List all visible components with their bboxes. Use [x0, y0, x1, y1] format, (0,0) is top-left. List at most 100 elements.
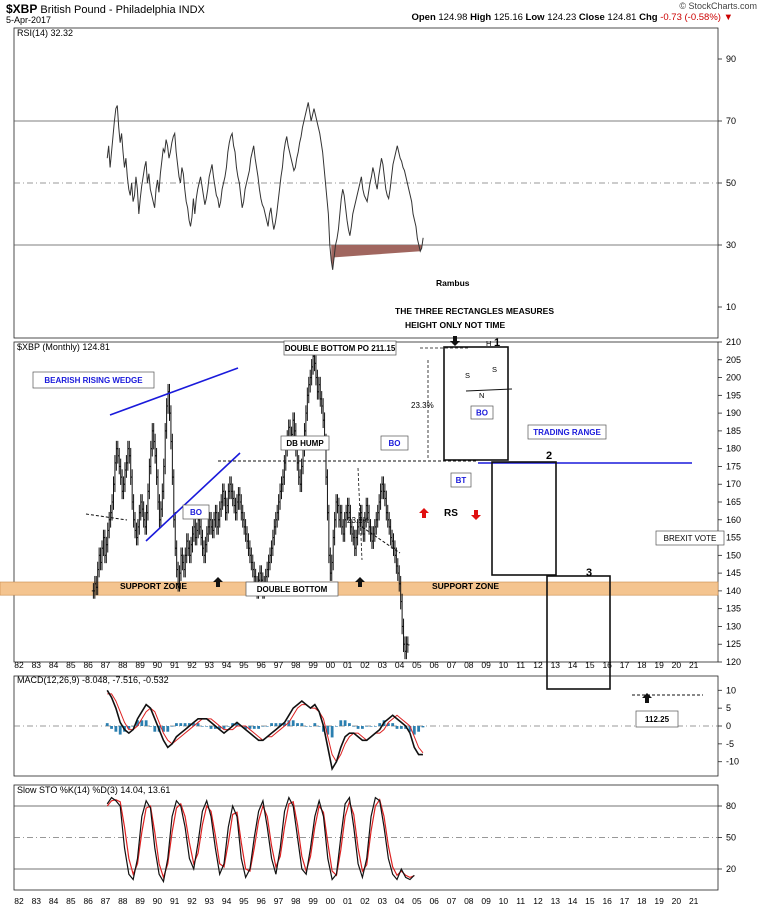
sto-d-line	[106, 798, 415, 880]
macd-hist-bar	[278, 723, 282, 726]
x-tick-label: 98	[291, 896, 301, 906]
macd-hist-bar	[291, 720, 295, 726]
x-tick-label: 08	[464, 660, 474, 670]
macd-hist-bar	[140, 720, 144, 726]
ohlc-readout: Open 124.98 High 125.16 Low 124.23 Close…	[411, 12, 733, 23]
x-tick-label: 21	[689, 660, 699, 670]
bo-label-2004: BO	[389, 439, 401, 448]
low-value: 124.23	[547, 12, 577, 23]
x-tick-label: 12	[533, 896, 543, 906]
price-tick-label: 135	[726, 604, 741, 614]
x-tick-label: 85	[66, 896, 76, 906]
x-tick-label: 84	[49, 896, 59, 906]
macd-hist-bar	[339, 720, 343, 726]
macd-hist-bar	[373, 726, 377, 727]
macd-hist-bar	[408, 726, 412, 732]
macd-hist-bar	[417, 726, 421, 732]
macd-hist-bar	[205, 726, 209, 727]
x-tick-label: 06	[429, 660, 439, 670]
x-tick-label: 01	[343, 660, 353, 670]
x-tick-label: 86	[83, 660, 93, 670]
x-tick-label: 93	[205, 660, 215, 670]
arrow-up-icon	[355, 577, 365, 587]
x-tick-label: 91	[170, 660, 180, 670]
x-tick-label: 82	[14, 660, 24, 670]
x-tick-label: 02	[360, 896, 370, 906]
x-tick-label: 10	[499, 660, 509, 670]
macd-hist-bar	[170, 726, 174, 727]
x-tick-label: 99	[308, 660, 318, 670]
macd-hist-bar	[287, 720, 291, 726]
macd-hist-bar	[270, 723, 273, 726]
x-tick-label: 21	[689, 896, 699, 906]
pct-label-1: 23.3%	[347, 516, 370, 525]
close-value: 124.81	[607, 12, 637, 23]
price-tick-label: 155	[726, 533, 741, 543]
macd-hist-bar	[296, 723, 299, 726]
sto-panel-label: Slow STO %K(14) %D(3) 14.04, 13.61	[17, 785, 170, 795]
falling-line	[361, 526, 401, 554]
x-tick-label: 00	[326, 660, 336, 670]
price-tick-label: 205	[726, 355, 741, 365]
double-bottom-label: DOUBLE BOTTOM	[257, 585, 328, 594]
rectangle-1	[443, 346, 509, 461]
high-label: High	[470, 12, 492, 23]
rs-label: RS	[444, 508, 458, 519]
price-tick-label: 190	[726, 408, 741, 418]
author-label: Rambus	[436, 278, 470, 288]
x-tick-label: 84	[49, 660, 59, 670]
x-tick-label: 12	[533, 660, 543, 670]
x-tick-label: 01	[343, 896, 353, 906]
x-tick-label: 07	[447, 660, 457, 670]
macd-hist-bar	[412, 726, 416, 735]
x-tick-label: 88	[118, 660, 128, 670]
x-tick-label: 13	[551, 896, 561, 906]
macd-hist-bar	[317, 726, 321, 727]
price-tick-label: 125	[726, 639, 741, 649]
macd-hist-bar	[335, 726, 338, 727]
x-tick-label: 88	[118, 896, 128, 906]
macd-hist-bar	[365, 726, 369, 727]
x-tick-label: 20	[672, 896, 682, 906]
price-bar	[406, 636, 410, 653]
macd-hist-bar	[105, 723, 109, 726]
x-tick-label: 05	[412, 896, 422, 906]
macd-tick-label: -5	[726, 739, 734, 749]
x-tick-label: 14	[568, 896, 578, 906]
price-panel-label: $XBP (Monthly) 124.81	[17, 342, 110, 352]
x-tick-label: 11	[516, 660, 525, 670]
x-tick-label: 02	[360, 660, 370, 670]
price-tick-label: 185	[726, 426, 741, 436]
macd-tick-label: -10	[726, 757, 739, 767]
arrow-up-icon	[213, 577, 223, 587]
trading-range-label: TRADING RANGE	[533, 428, 601, 437]
target-112-label-box	[635, 710, 679, 728]
chart-date: 5-Apr-2017	[6, 15, 52, 25]
x-tick-label: 16	[602, 660, 612, 670]
close-label: Close	[578, 12, 605, 23]
macd-hist-bar	[131, 726, 135, 727]
x-tick-label: 04	[395, 896, 405, 906]
x-tick-label: 09	[481, 660, 491, 670]
hs-left-shoulder-label: S	[465, 371, 470, 380]
x-tick-label: 17	[620, 660, 630, 670]
x-tick-label: 94	[222, 896, 232, 906]
bt-label-box	[450, 472, 472, 488]
x-tick-label: 03	[378, 660, 388, 670]
macd-hist-bar	[391, 723, 395, 726]
macd-hist-bar	[153, 726, 157, 732]
x-tick-label: 11	[516, 896, 525, 906]
macd-hist-bar	[183, 723, 187, 726]
macd-hist-bar	[248, 726, 252, 729]
macd-hist-bar	[200, 726, 204, 727]
x-tick-label: 91	[170, 896, 180, 906]
x-tick-label: 14	[568, 660, 578, 670]
low-label: Low	[525, 12, 545, 23]
brexit-vote-label-box	[655, 530, 725, 546]
macd-hist-bar	[356, 726, 360, 729]
macd-hist-bar	[348, 723, 351, 726]
x-tick-label: 08	[464, 896, 474, 906]
red-arrow-up-icon	[419, 508, 429, 518]
x-tick-label: 18	[637, 896, 647, 906]
x-tick-label: 94	[222, 660, 232, 670]
